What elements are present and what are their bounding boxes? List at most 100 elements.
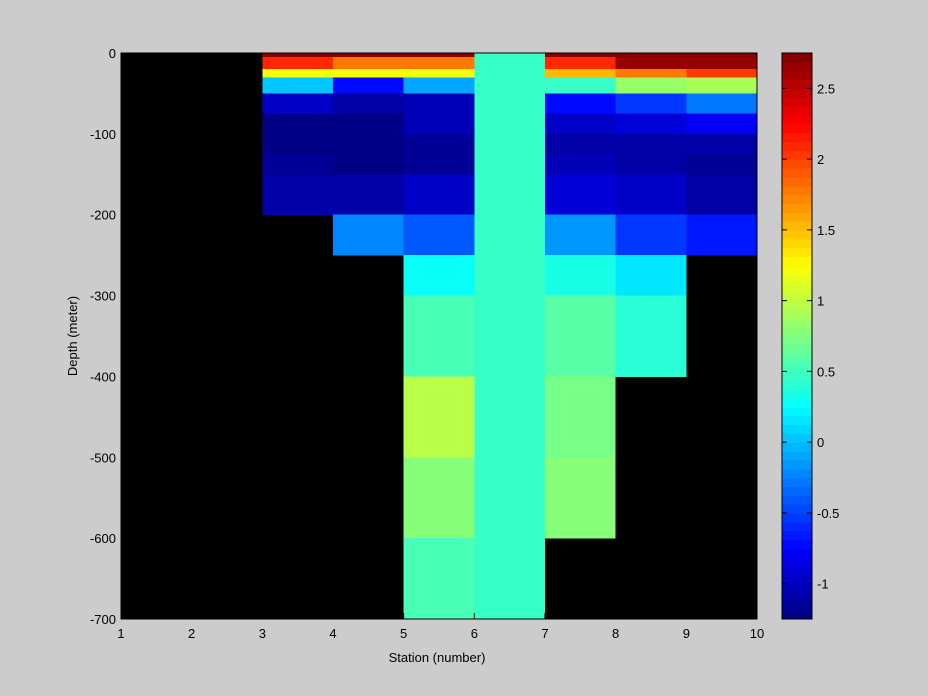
- colorbar-swatch: [782, 415, 812, 426]
- heatmap-cell: [545, 214, 616, 256]
- colorbar-tick-label: 2.5: [817, 81, 835, 96]
- heatmap-cell: [686, 57, 757, 70]
- colorbar-swatch: [782, 282, 812, 293]
- colorbar-swatch: [782, 530, 812, 541]
- heatmap-cell: [403, 53, 475, 58]
- colorbar-swatch: [782, 53, 812, 63]
- heatmap-cell: [403, 77, 475, 94]
- colorbar-swatch: [782, 397, 812, 408]
- colorbar-swatch: [782, 583, 812, 594]
- heatmap-cell: [686, 113, 757, 135]
- heatmap-cell: [686, 133, 757, 155]
- colorbar-tick-label: -1: [817, 577, 829, 592]
- y-tick-label: -500: [90, 450, 116, 465]
- heatmap-cell: [615, 69, 687, 78]
- y-tick-label: 0: [109, 46, 116, 61]
- colorbar-swatch: [782, 247, 812, 258]
- colorbar-swatch: [782, 592, 812, 602]
- x-tick-label: 1: [117, 626, 124, 641]
- y-tick-label: -700: [90, 612, 116, 627]
- colorbar-swatch: [782, 167, 812, 178]
- colorbar-swatch: [782, 362, 812, 372]
- colorbar-swatch: [782, 450, 812, 461]
- heatmap-cell: [615, 214, 687, 256]
- colorbar-swatch: [782, 468, 812, 479]
- heatmap-cell: [545, 457, 616, 539]
- y-tick-label: -100: [90, 127, 116, 142]
- colorbar-swatch: [782, 212, 812, 222]
- heatmap-cell: [403, 295, 475, 377]
- x-tick-label: 3: [259, 626, 266, 641]
- colorbar-swatch: [782, 565, 812, 576]
- y-tick-label: -200: [90, 208, 116, 223]
- heatmap-cell: [545, 53, 616, 58]
- colorbar-swatch: [782, 309, 812, 319]
- colorbar-swatch: [782, 300, 812, 311]
- heatmap-cell: [545, 376, 616, 458]
- heatmap-cell: [686, 93, 757, 115]
- colorbar-tick-label: 0.5: [817, 364, 835, 379]
- heatmap-cell: [262, 69, 333, 78]
- colorbar-swatch: [782, 61, 812, 72]
- heatmap-cell: [262, 154, 333, 175]
- heatmap-cell: [333, 57, 404, 70]
- axes-box: [120, 52, 758, 620]
- heatmap-cell: [403, 538, 475, 620]
- colorbar-tick-label: 1: [817, 294, 824, 309]
- colorbar-swatch: [782, 221, 812, 231]
- heatmap-cell: [474, 53, 545, 620]
- colorbar-swatch: [782, 150, 812, 160]
- heatmap-cell: [262, 93, 333, 115]
- colorbar-swatch: [782, 495, 812, 505]
- heatmap-cell: [545, 133, 616, 155]
- heatmap-cell: [403, 255, 475, 297]
- colorbar-swatch: [782, 336, 812, 346]
- y-tick-label: -300: [90, 289, 116, 304]
- colorbar-swatch: [782, 265, 812, 275]
- heatmap-cell: [403, 93, 475, 135]
- heatmap-cells: [262, 53, 757, 620]
- heatmap-cell: [686, 77, 757, 94]
- heatmap-cell: [545, 57, 616, 70]
- colorbar-swatch: [782, 601, 812, 611]
- heatmap-cell: [686, 69, 757, 78]
- colorbar-swatch: [782, 106, 812, 116]
- colorbar-swatch: [782, 203, 812, 213]
- heatmap-cell: [615, 57, 687, 70]
- colorbar-swatch: [782, 318, 812, 328]
- colorbar-tick-label: 0: [817, 435, 824, 450]
- heatmap-cell: [262, 57, 333, 70]
- colorbar-swatch: [782, 132, 812, 143]
- heatmap-cell: [403, 457, 475, 539]
- heatmap-cell: [615, 174, 687, 216]
- colorbar-swatch: [782, 291, 812, 302]
- x-tick-label: 8: [612, 626, 619, 641]
- heatmap-cell: [262, 77, 333, 94]
- x-tick-label: 10: [750, 626, 764, 641]
- colorbar-swatch: [782, 539, 812, 549]
- heatmap-cell: [262, 113, 333, 155]
- y-axis-label: Depth (meter): [65, 296, 80, 376]
- colorbar-swatch: [782, 327, 812, 337]
- colorbar-swatch: [782, 353, 812, 364]
- colorbar-swatch: [782, 229, 812, 240]
- colorbar-swatch: [782, 141, 812, 151]
- colorbar-swatch: [782, 610, 812, 620]
- heatmap-cell: [333, 69, 404, 78]
- heatmap-cell: [545, 174, 616, 216]
- heatmap-cell: [403, 69, 475, 78]
- heatmap-cell: [333, 174, 404, 216]
- heatmap-cell: [545, 154, 616, 175]
- heatmap-cell: [615, 255, 687, 297]
- heatmap-cell: [262, 53, 333, 58]
- colorbar-swatch: [782, 504, 812, 514]
- colorbar-swatch: [782, 477, 812, 487]
- x-tick-label: 9: [683, 626, 690, 641]
- colorbar-swatch: [782, 274, 812, 284]
- x-tick-label: 6: [471, 626, 478, 641]
- heatmap-cell: [615, 53, 687, 58]
- colorbar-swatch: [782, 371, 812, 381]
- colorbar-swatch: [782, 512, 812, 523]
- heatmap-cell: [545, 113, 616, 135]
- colorbar-swatch: [782, 380, 812, 390]
